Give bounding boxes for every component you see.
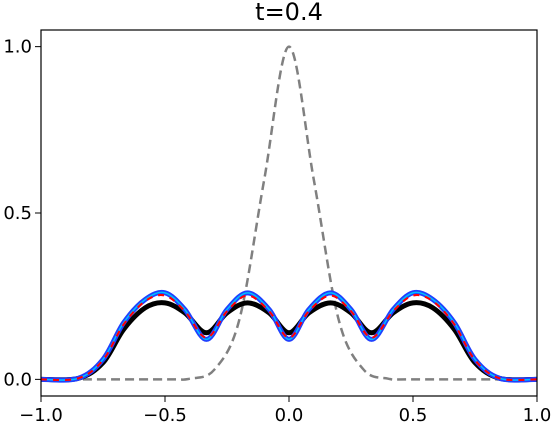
chart-title: t=0.4 bbox=[255, 0, 323, 26]
x-tick-label: −1.0 bbox=[19, 405, 63, 425]
plot-frame bbox=[40, 29, 538, 397]
x-tick-label: 1.0 bbox=[523, 405, 552, 425]
x-tick-label: −0.5 bbox=[143, 405, 187, 425]
y-tick-label: 0.0 bbox=[3, 369, 32, 390]
y-tick-label: 0.5 bbox=[3, 203, 32, 224]
y-axis: 0.0 0.5 1.0 bbox=[3, 37, 41, 390]
series-line-cyan bbox=[41, 291, 537, 381]
plot-area bbox=[41, 45, 537, 383]
x-axis: −1.0 −0.5 0.0 0.5 1.0 bbox=[19, 396, 551, 425]
series-line-black bbox=[41, 300, 537, 383]
series-line-red bbox=[41, 294, 537, 382]
x-tick-label: 0.5 bbox=[399, 405, 428, 425]
series-line-initial bbox=[41, 45, 537, 381]
x-tick-label: 0.0 bbox=[275, 405, 304, 425]
y-tick-label: 1.0 bbox=[3, 37, 32, 58]
